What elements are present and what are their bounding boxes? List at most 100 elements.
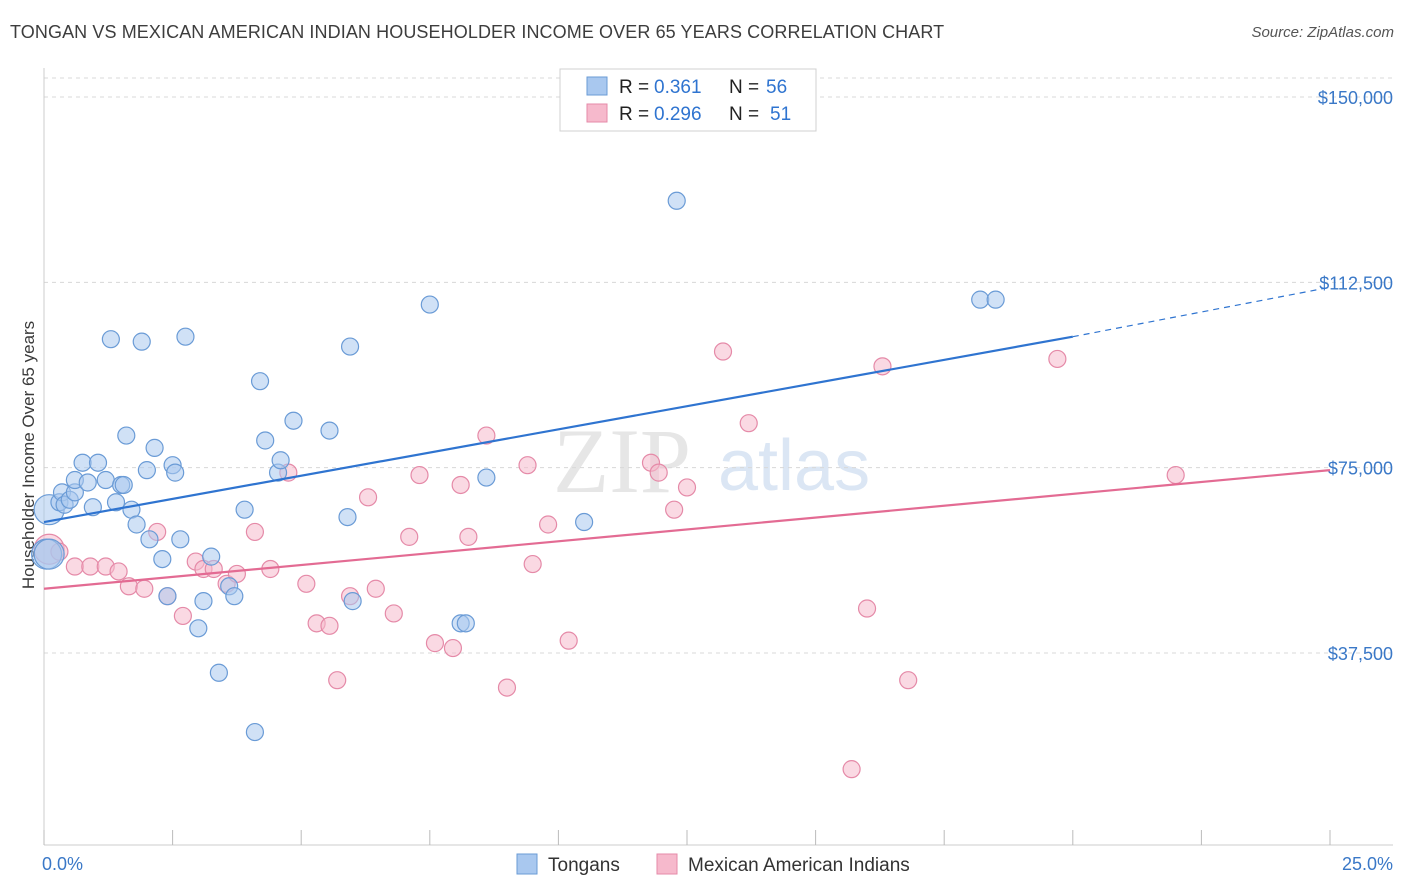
data-point bbox=[420, 295, 439, 314]
bottom-legend-swatch-mexican-american-indians bbox=[656, 853, 678, 875]
data-point bbox=[649, 463, 668, 482]
data-point bbox=[109, 562, 128, 581]
data-point bbox=[140, 530, 159, 549]
bottom-legend-label-mexican-american-indians: Mexican American Indians bbox=[688, 855, 910, 876]
data-point bbox=[713, 342, 733, 361]
trend-line-tongans-extension bbox=[1072, 286, 1331, 338]
data-point bbox=[171, 530, 190, 549]
data-point bbox=[857, 599, 877, 618]
data-point bbox=[256, 431, 275, 450]
watermark-atlas: atlas bbox=[718, 426, 870, 506]
data-point bbox=[153, 549, 172, 569]
data-point bbox=[459, 527, 478, 546]
data-point bbox=[78, 473, 97, 492]
tongans-points bbox=[30, 191, 1005, 742]
legend-n-label-2: N = bbox=[729, 104, 759, 125]
legend-swatch-tongans bbox=[586, 76, 608, 96]
data-point bbox=[971, 290, 990, 309]
gridlines bbox=[44, 77, 1393, 654]
data-point bbox=[127, 515, 146, 534]
data-point bbox=[284, 411, 303, 430]
data-point bbox=[899, 671, 918, 690]
data-point bbox=[235, 500, 254, 519]
data-point bbox=[145, 438, 164, 457]
data-point bbox=[358, 488, 378, 507]
bottom-legend-swatch-tongans bbox=[516, 853, 538, 875]
legend-r-value-2: 0.296 bbox=[654, 104, 702, 125]
source-credit: Source: ZipAtlas.com bbox=[1251, 24, 1394, 41]
data-point bbox=[477, 426, 496, 445]
x-tick-label-max: 25.0% bbox=[1342, 854, 1393, 874]
data-point bbox=[225, 587, 244, 606]
y-tick-label: $150,000 bbox=[1318, 88, 1393, 108]
data-point bbox=[986, 290, 1005, 309]
data-point bbox=[539, 515, 558, 534]
data-point bbox=[667, 191, 686, 210]
data-point bbox=[88, 453, 108, 472]
correlation-legend: R = 0.361 N = 56 R = 0.296 N = 51 bbox=[559, 68, 817, 132]
legend-n-label-1: N = bbox=[729, 77, 759, 98]
data-point bbox=[96, 470, 115, 490]
data-point bbox=[194, 592, 213, 611]
data-point bbox=[117, 426, 136, 445]
y-tick-label: $37,500 bbox=[1328, 644, 1393, 664]
data-point bbox=[340, 337, 360, 356]
data-point bbox=[137, 461, 156, 480]
data-point bbox=[297, 574, 316, 593]
x-ticks bbox=[43, 830, 1331, 845]
trend-line-tongans bbox=[43, 335, 1073, 524]
y-tick-labels: $37,500 $75,000 $112,500 $150,000 bbox=[1318, 88, 1393, 664]
data-point bbox=[1048, 349, 1067, 369]
data-point bbox=[250, 372, 270, 391]
data-point bbox=[135, 579, 154, 598]
data-point bbox=[245, 522, 265, 542]
series-legend: Tongans Mexican American Indians bbox=[516, 853, 910, 876]
x-tick-label-min: 0.0% bbox=[42, 854, 83, 874]
data-point bbox=[320, 616, 339, 635]
data-point bbox=[384, 604, 403, 623]
data-point bbox=[523, 554, 542, 574]
data-point bbox=[81, 557, 100, 576]
data-point bbox=[173, 606, 192, 626]
data-point bbox=[338, 507, 357, 527]
legend-n-value-2: 51 bbox=[770, 104, 791, 125]
data-point bbox=[477, 468, 496, 487]
data-point bbox=[842, 760, 861, 779]
data-point bbox=[400, 527, 419, 546]
data-point bbox=[73, 453, 92, 472]
data-point bbox=[1166, 465, 1185, 485]
legend-n-value-1: 56 bbox=[766, 77, 787, 98]
legend-r-value-1: 0.361 bbox=[654, 77, 702, 98]
y-tick-label: $75,000 bbox=[1328, 459, 1393, 479]
data-point bbox=[343, 592, 362, 611]
data-point bbox=[101, 330, 120, 349]
data-point bbox=[677, 478, 697, 497]
data-point bbox=[456, 614, 475, 633]
bottom-legend-label-tongans: Tongans bbox=[548, 855, 620, 876]
legend-r-label-2: R = bbox=[619, 104, 649, 125]
data-point bbox=[443, 638, 463, 658]
data-point bbox=[132, 332, 151, 351]
watermark-zip: ZIP bbox=[553, 410, 691, 512]
data-point bbox=[114, 475, 133, 495]
legend-swatch-mexican-american-indians bbox=[586, 103, 608, 123]
data-point bbox=[451, 475, 470, 495]
data-point bbox=[65, 557, 84, 576]
data-point bbox=[366, 579, 385, 598]
data-point bbox=[202, 547, 221, 566]
data-point bbox=[665, 500, 684, 519]
y-axis-label: Householder Income Over 65 years bbox=[19, 321, 38, 589]
trend-lines bbox=[43, 286, 1331, 590]
data-point bbox=[245, 722, 265, 742]
legend-r-label-1: R = bbox=[619, 77, 649, 98]
data-point bbox=[518, 456, 537, 475]
data-point bbox=[328, 671, 347, 690]
data-point bbox=[189, 619, 208, 638]
data-point bbox=[106, 493, 126, 512]
data-point bbox=[320, 421, 339, 440]
data-point bbox=[739, 414, 758, 433]
data-point bbox=[575, 512, 594, 532]
data-point bbox=[176, 327, 195, 346]
data-point bbox=[425, 634, 445, 653]
